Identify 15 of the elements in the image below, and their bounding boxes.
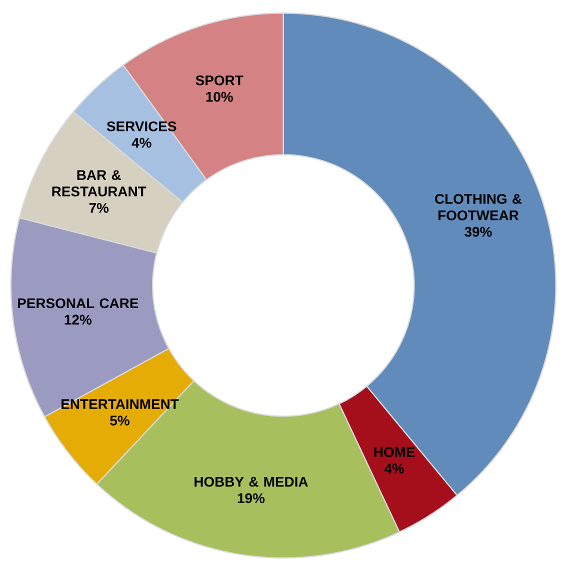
slice-label: HOBBY & MEDIA	[194, 476, 308, 487]
slice-label: HOME	[374, 447, 415, 458]
data-label: 7%	[89, 203, 109, 213]
slice-label: PERSONAL CARE	[18, 298, 138, 308]
slice-label: CLOTHING & FOOTWEAR	[435, 194, 522, 220]
slice-label: SERVICES	[106, 121, 176, 132]
data-label: 39%	[464, 226, 492, 237]
data-label: 4%	[384, 464, 404, 474]
slice-label: BAR & RESTAURANT	[52, 170, 146, 196]
slice-label: SPORT	[196, 75, 244, 86]
data-label: 19%	[238, 493, 265, 504]
data-label: 12%	[64, 314, 92, 325]
data-label: 4%	[132, 138, 152, 148]
data-label: 5%	[110, 416, 130, 426]
data-label: 10%	[206, 92, 234, 102]
